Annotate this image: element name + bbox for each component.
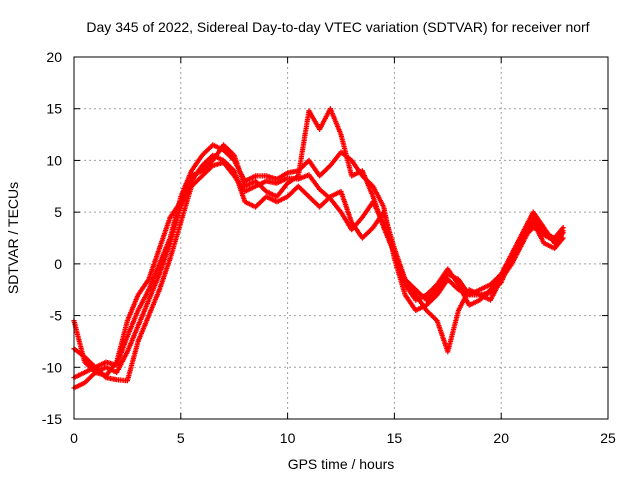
series-trace-c <box>71 152 566 391</box>
tick-labels: 0 5 10 15 20 25 -15 -10 -5 0 5 10 15 20 <box>42 49 616 446</box>
y-tick-label: -15 <box>42 411 62 427</box>
x-tick-label: 20 <box>493 430 509 446</box>
y-tick-label: 15 <box>46 101 62 117</box>
y-axis-label: SDTVAR / TECUs <box>5 182 21 294</box>
plot-frame <box>73 56 609 420</box>
y-tick-label: 0 <box>54 256 62 272</box>
chart-title: Day 345 of 2022, Sidereal Day-to-day VTE… <box>86 19 589 35</box>
x-tick-label: 25 <box>600 430 616 446</box>
x-tick-label: 10 <box>280 430 296 446</box>
y-tick-label: 10 <box>46 152 62 168</box>
data-point <box>560 228 566 234</box>
x-tick-label: 15 <box>387 430 403 446</box>
axis-ticks <box>73 56 609 420</box>
x-axis-label: GPS time / hours <box>288 456 395 472</box>
series-trace-d <box>71 106 566 379</box>
data-points <box>71 106 566 391</box>
data-point <box>560 235 566 241</box>
x-tick-label: 5 <box>177 430 185 446</box>
y-tick-label: -5 <box>50 308 63 324</box>
x-tick-label: 0 <box>70 430 78 446</box>
y-tick-label: 5 <box>54 204 62 220</box>
y-tick-label: 20 <box>46 49 62 65</box>
y-tick-label: -10 <box>42 359 62 375</box>
